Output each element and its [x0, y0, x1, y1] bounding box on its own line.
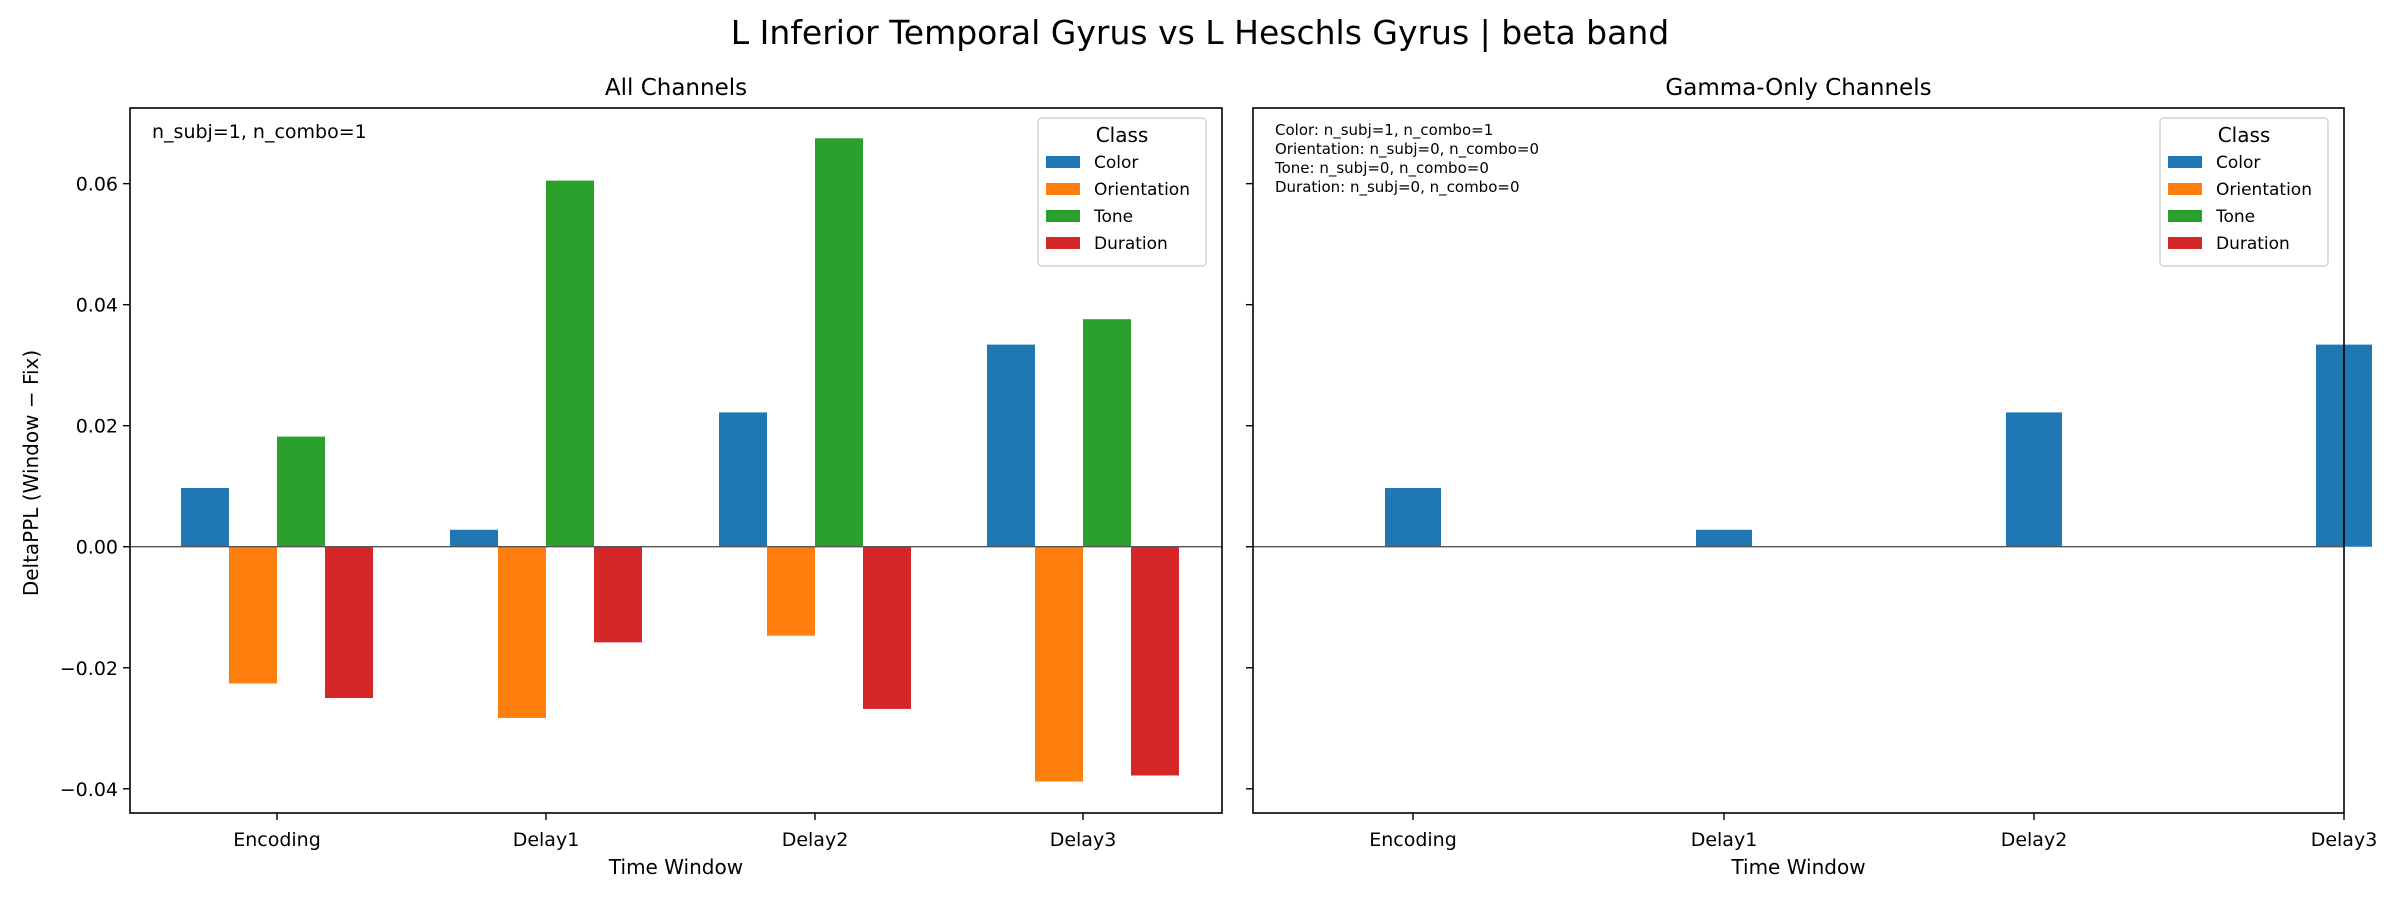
legend-label-duration: Duration	[1094, 234, 1168, 254]
x-axis-label: Time Window	[608, 855, 743, 879]
axes-frame	[129, 107, 1223, 814]
bar-tone-delay2	[815, 138, 863, 547]
bar-duration-delay1	[594, 546, 642, 643]
bar-duration-delay2	[863, 546, 911, 709]
bar-color-delay1	[1696, 529, 1752, 547]
y-tick-label: 0.04	[76, 295, 118, 317]
legend-swatch-tone	[2168, 210, 2202, 222]
legend-swatch-orientation	[2168, 183, 2202, 195]
x-tick-label: Delay2	[782, 829, 849, 851]
x-tick-label: Delay3	[1050, 829, 1117, 851]
legend-label-orientation: Orientation	[1094, 180, 1190, 200]
y-tick-label: −0.02	[60, 658, 118, 680]
bar-color-encoding	[1385, 488, 1441, 547]
legend-label-duration: Duration	[2216, 234, 2290, 254]
x-tick-label: Delay1	[1691, 829, 1758, 851]
y-tick-label: 0.02	[76, 416, 118, 438]
legend-label-orientation: Orientation	[2216, 180, 2312, 200]
x-tick-label: Delay1	[513, 829, 580, 851]
annotation-text: n_subj=1, n_combo=1	[152, 121, 367, 143]
legend-swatch-orientation	[1046, 183, 1080, 195]
legend-title: Class	[1096, 123, 1149, 147]
legend-swatch-duration	[1046, 237, 1080, 249]
y-axis-label: DeltaPPL (Window − Fix)	[19, 350, 43, 596]
bar-tone-encoding	[277, 436, 325, 547]
bar-color-delay3	[987, 344, 1035, 547]
bar-orientation-delay3	[1035, 546, 1083, 782]
bar-color-encoding	[181, 488, 229, 547]
x-tick-label: Encoding	[1369, 829, 1457, 851]
bar-orientation-delay1	[498, 546, 546, 718]
panel-all-channels: −0.04 −0.02 0.00 0.02 0.04 0.06 Encoding Delay1…	[60, 75, 1223, 879]
legend-label-color: Color	[2216, 153, 2260, 173]
bar-tone-delay1	[546, 180, 594, 547]
y-tick-label: −0.04	[60, 779, 118, 801]
x-tick-label: Encoding	[233, 829, 321, 851]
legend-box	[1037, 117, 1207, 267]
legend-swatch-duration	[2168, 237, 2202, 249]
figure-title: L Inferior Temporal Gyrus vs L Heschls G…	[731, 13, 1669, 52]
x-tick-label: Delay3	[2311, 829, 2378, 851]
bar-color-delay1	[450, 529, 498, 547]
bar-duration-encoding	[325, 546, 373, 699]
legend-label-tone: Tone	[1093, 207, 1133, 227]
annotation-text: Color: n_subj=1, n_combo=1	[1275, 121, 1493, 140]
legend-label-color: Color	[1094, 153, 1138, 173]
legend-swatch-color	[2168, 156, 2202, 168]
annotation-text: Duration: n_subj=0, n_combo=0	[1275, 178, 1520, 197]
bar-color-delay2	[719, 412, 767, 547]
annotation-text: Orientation: n_subj=0, n_combo=0	[1275, 140, 1539, 159]
legend: Class Color Orientation Tone Duration	[1037, 117, 1207, 267]
legend-box	[2159, 117, 2329, 267]
legend-swatch-color	[1046, 156, 1080, 168]
axes-frame	[1252, 107, 2345, 814]
legend-swatch-tone	[1046, 210, 1080, 222]
panel-title: Gamma-Only Channels	[1665, 75, 1931, 101]
y-tick-label: 0.06	[76, 174, 118, 196]
x-axis-label: Time Window	[1730, 855, 1865, 879]
legend-title: Class	[2218, 123, 2271, 147]
legend-label-tone: Tone	[2215, 207, 2255, 227]
bar-orientation-encoding	[229, 546, 277, 684]
panel-gamma-only-channels: Encoding Delay1 Delay2 Delay3 Time Window Gam…	[1246, 75, 2377, 879]
bar-orientation-delay2	[767, 546, 815, 636]
bar-color-delay2	[2006, 412, 2062, 547]
annotation-text: Tone: n_subj=0, n_combo=0	[1274, 159, 1489, 178]
x-tick-label: Delay2	[2001, 829, 2068, 851]
bar-tone-delay3	[1083, 319, 1131, 547]
panel-title: All Channels	[605, 75, 747, 101]
y-tick-label: 0.00	[76, 537, 118, 559]
legend: Class Color Orientation Tone Duration	[2159, 117, 2329, 267]
bar-duration-delay3	[1131, 546, 1179, 776]
